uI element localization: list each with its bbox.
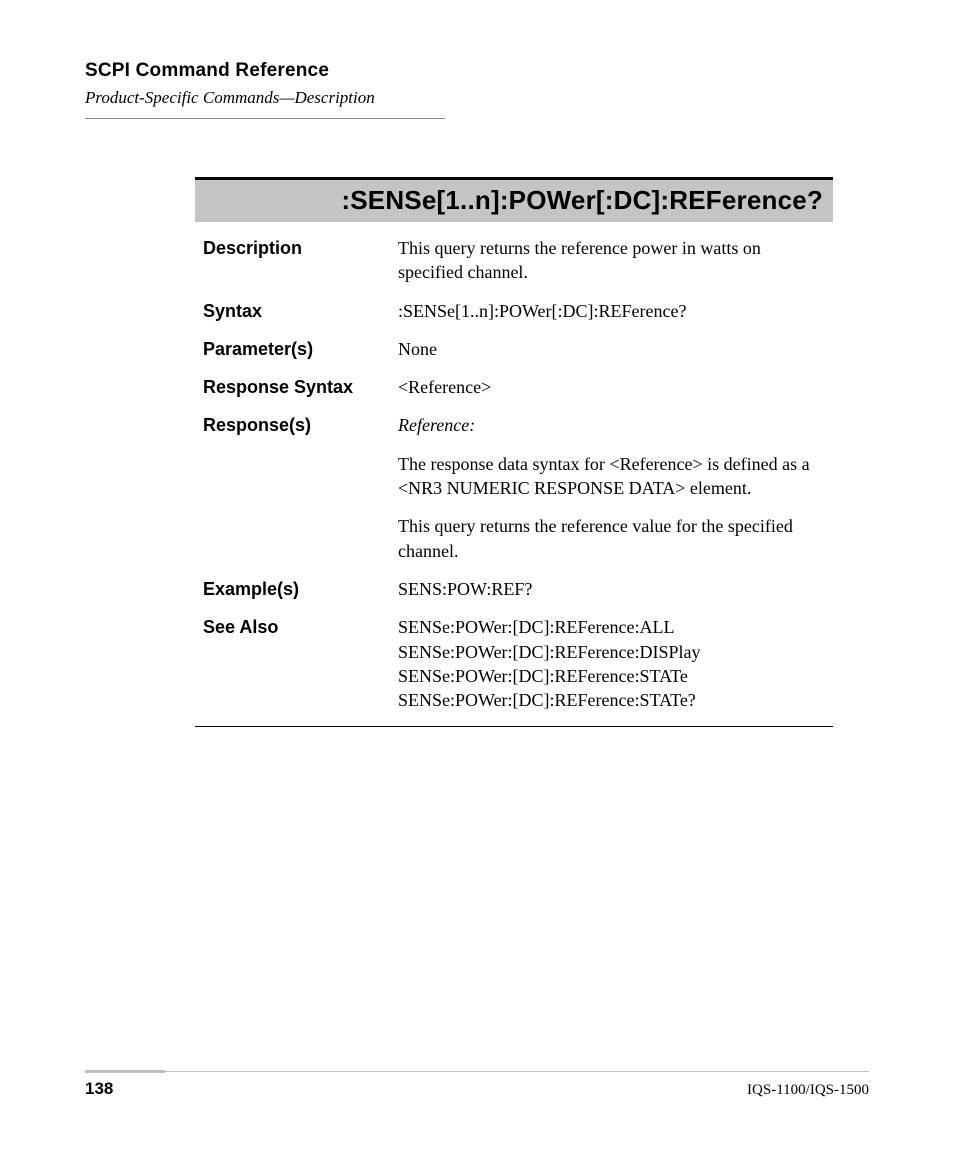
see-also-line: SENSe:POWer:[DC]:REFerence:STATe <box>398 664 825 688</box>
footer-rule-thick <box>85 1070 165 1073</box>
row-label: Response(s) <box>203 413 398 437</box>
see-also-line: SENSe:POWer:[DC]:REFerence:DISPlay <box>398 640 825 664</box>
section-title: SCPI Command Reference <box>85 60 869 82</box>
row-body: None <box>398 337 825 361</box>
row-syntax: Syntax :SENSe[1..n]:POWer[:DC]:REFerence… <box>203 299 825 323</box>
parameters-text: None <box>398 337 825 361</box>
row-label: Parameter(s) <box>203 337 398 361</box>
row-label: Description <box>203 236 398 260</box>
command-block: :SENSe[1..n]:POWer[:DC]:REFerence? Descr… <box>195 177 833 727</box>
row-body: This query returns the reference power i… <box>398 236 825 285</box>
footer-text: 138 IQS-1100/IQS-1500 <box>85 1079 869 1099</box>
row-label: Syntax <box>203 299 398 323</box>
page-footer: 138 IQS-1100/IQS-1500 <box>85 1070 869 1099</box>
see-also-line: SENSe:POWer:[DC]:REFerence:STATe? <box>398 688 825 712</box>
row-body: <Reference> <box>398 375 825 399</box>
description-text: This query returns the reference power i… <box>398 236 825 285</box>
row-label: Example(s) <box>203 577 398 601</box>
row-examples: Example(s) SENS:POW:REF? <box>203 577 825 601</box>
command-title: :SENSe[1..n]:POWer[:DC]:REFerence? <box>195 180 833 222</box>
footer-rule-thin <box>165 1071 869 1072</box>
row-label: See Also <box>203 615 398 639</box>
page-number: 138 <box>85 1079 113 1099</box>
row-parameters: Parameter(s) None <box>203 337 825 361</box>
product-name: IQS-1100/IQS-1500 <box>747 1082 869 1099</box>
row-label: Response Syntax <box>203 375 398 399</box>
syntax-text: :SENSe[1..n]:POWer[:DC]:REFerence? <box>398 299 825 323</box>
response-syntax-text: <Reference> <box>398 375 825 399</box>
row-body: Reference: The response data syntax for … <box>398 413 825 562</box>
section-subtitle: Product-Specific Commands—Description <box>85 88 869 108</box>
row-body: SENS:POW:REF? <box>398 577 825 601</box>
see-also-list: SENSe:POWer:[DC]:REFerence:ALL SENSe:POW… <box>398 615 825 712</box>
response-item-label: Reference: <box>398 413 825 437</box>
footer-rule <box>85 1070 869 1073</box>
see-also-line: SENSe:POWer:[DC]:REFerence:ALL <box>398 615 825 639</box>
examples-text: SENS:POW:REF? <box>398 577 825 601</box>
command-rows: Description This query returns the refer… <box>195 222 833 727</box>
response-para-1: The response data syntax for <Reference>… <box>398 452 825 501</box>
row-body: SENSe:POWer:[DC]:REFerence:ALL SENSe:POW… <box>398 615 825 712</box>
row-description: Description This query returns the refer… <box>203 236 825 285</box>
page: SCPI Command Reference Product-Specific … <box>0 0 954 1159</box>
response-para-2: This query returns the reference value f… <box>398 514 825 563</box>
page-header: SCPI Command Reference Product-Specific … <box>85 60 869 119</box>
row-response-syntax: Response Syntax <Reference> <box>203 375 825 399</box>
header-rule <box>85 118 445 119</box>
row-responses: Response(s) Reference: The response data… <box>203 413 825 562</box>
row-see-also: See Also SENSe:POWer:[DC]:REFerence:ALL … <box>203 615 825 712</box>
row-body: :SENSe[1..n]:POWer[:DC]:REFerence? <box>398 299 825 323</box>
